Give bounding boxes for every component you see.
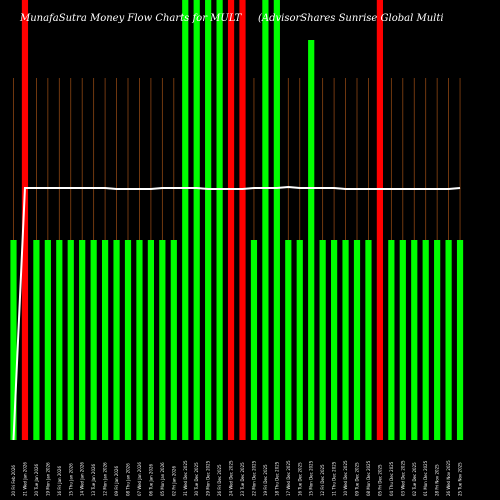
x-tick-label: 17 Wed Dec 2025 bbox=[286, 460, 291, 496]
x-tick-label: 15 Thu Jan 2026 bbox=[68, 463, 73, 496]
bar bbox=[136, 240, 143, 440]
bar bbox=[434, 240, 441, 440]
bar bbox=[113, 240, 120, 440]
x-tick-label: 03 Wed Dec 2025 bbox=[400, 460, 405, 496]
x-tick-label: 23 Tue Dec 2025 bbox=[240, 462, 245, 496]
bar bbox=[124, 240, 132, 440]
bar bbox=[456, 240, 464, 440]
bar bbox=[56, 240, 63, 440]
x-tick-label: 05 Fri Dec 2025 bbox=[377, 464, 382, 496]
bar bbox=[182, 0, 189, 440]
bar bbox=[342, 240, 349, 440]
bar bbox=[445, 240, 452, 440]
x-tick-label: 18 Thu Dec 2025 bbox=[274, 461, 279, 496]
x-tick-label: 25 Tue Nov 2025 bbox=[458, 462, 463, 496]
x-tick-label: 02 Tue Dec 2025 bbox=[412, 462, 417, 496]
bars-group bbox=[10, 0, 464, 440]
bar bbox=[193, 0, 200, 440]
bar bbox=[239, 0, 246, 440]
x-tick-label: 11 Thu Dec 2025 bbox=[332, 461, 337, 496]
x-tick-label: 31 Wed Dec 2025 bbox=[183, 460, 188, 496]
x-tick-label: 09 Fri Jan 2026 bbox=[114, 466, 119, 496]
bar bbox=[411, 240, 418, 440]
bar bbox=[308, 40, 315, 440]
x-tick-label: 06 Tue Jan 2026 bbox=[148, 463, 153, 496]
bar bbox=[216, 0, 223, 440]
x-tick-label: 20 Tue Jan 2026 bbox=[34, 463, 39, 496]
bar bbox=[102, 240, 109, 440]
bar bbox=[170, 240, 177, 440]
bar bbox=[376, 0, 383, 440]
x-tick-label: 22 Mon Dec 2025 bbox=[251, 460, 256, 496]
bar bbox=[296, 240, 303, 440]
bar bbox=[319, 240, 326, 440]
x-tick-label: 07 Wed Jan 2026 bbox=[137, 462, 142, 496]
bar bbox=[79, 240, 86, 440]
bar bbox=[33, 240, 40, 440]
bar bbox=[250, 240, 258, 440]
bar bbox=[422, 240, 429, 440]
x-tick-label: 28 Fri Nov 2025 bbox=[435, 464, 440, 496]
x-tick-label: 12 Fri Dec 2025 bbox=[320, 464, 325, 496]
x-tick-label: 04 Thu Dec 2025 bbox=[389, 461, 394, 496]
bar bbox=[227, 0, 235, 440]
x-tick-label: 08 Thu Jan 2026 bbox=[126, 463, 131, 496]
bar bbox=[159, 240, 166, 440]
chart-title: MunafaSutra Money Flow Charts for MULT bbox=[19, 13, 243, 24]
x-tick-labels: 20 Fri Feb 2026 21 Wed Jan 2026 20 Tue Jan… bbox=[11, 460, 463, 496]
x-tick-label: 13 Tue Jan 2026 bbox=[91, 463, 96, 496]
x-tick-label: 14 Wed Jan 2026 bbox=[80, 462, 85, 496]
x-tick-label: 19 Mon Jan 2026 bbox=[45, 462, 50, 496]
bar bbox=[399, 240, 406, 440]
bar bbox=[273, 0, 280, 440]
x-tick-label: 19 Fri Dec 2025 bbox=[263, 464, 268, 496]
bar bbox=[67, 240, 74, 440]
bar bbox=[353, 240, 361, 440]
x-tick-label: 26 Fri Dec 2025 bbox=[217, 464, 222, 496]
bar bbox=[90, 240, 97, 440]
bar bbox=[44, 240, 51, 440]
x-tick-label: 16 Fri Jan 2026 bbox=[57, 466, 62, 496]
bar bbox=[285, 240, 292, 440]
x-tick-label: 08 Mon Dec 2025 bbox=[366, 460, 371, 496]
bar bbox=[388, 240, 395, 440]
bar bbox=[205, 0, 212, 440]
x-tick-label: 21 Wed Jan 2026 bbox=[22, 462, 27, 496]
x-tick-label: 10 Wed Dec 2025 bbox=[343, 460, 348, 496]
x-tick-label: 30 Tue Dec 2025 bbox=[194, 462, 199, 496]
x-tick-label: 05 Mon Jan 2026 bbox=[160, 462, 165, 496]
bar bbox=[365, 240, 372, 440]
x-tick-label: 20 Fri Feb 2026 bbox=[11, 465, 16, 496]
bar bbox=[21, 0, 29, 440]
bar bbox=[262, 0, 269, 440]
x-tick-label: 15 Mon Dec 2025 bbox=[309, 460, 314, 496]
bar bbox=[331, 240, 338, 440]
x-tick-label: 26 Wed Nov 2025 bbox=[446, 460, 451, 496]
x-tick-label: 16 Tue Dec 2025 bbox=[297, 462, 302, 496]
x-tick-label: 01 Mon Dec 2025 bbox=[423, 460, 428, 496]
bar bbox=[10, 240, 17, 440]
x-tick-label: 09 Tue Dec 2025 bbox=[355, 462, 360, 496]
x-tick-label: 12 Mon Jan 2026 bbox=[103, 462, 108, 496]
x-tick-label: 29 Mon Dec 2025 bbox=[206, 460, 211, 496]
x-tick-label: 24 Wed Dec 2025 bbox=[229, 460, 234, 496]
price-line bbox=[12, 185, 461, 441]
x-tick-label: 02 Fri Jan 2026 bbox=[171, 466, 176, 496]
chart-subtitle: (AdvisorShares Sunrise Global Multi bbox=[258, 13, 444, 24]
bar bbox=[147, 240, 154, 440]
